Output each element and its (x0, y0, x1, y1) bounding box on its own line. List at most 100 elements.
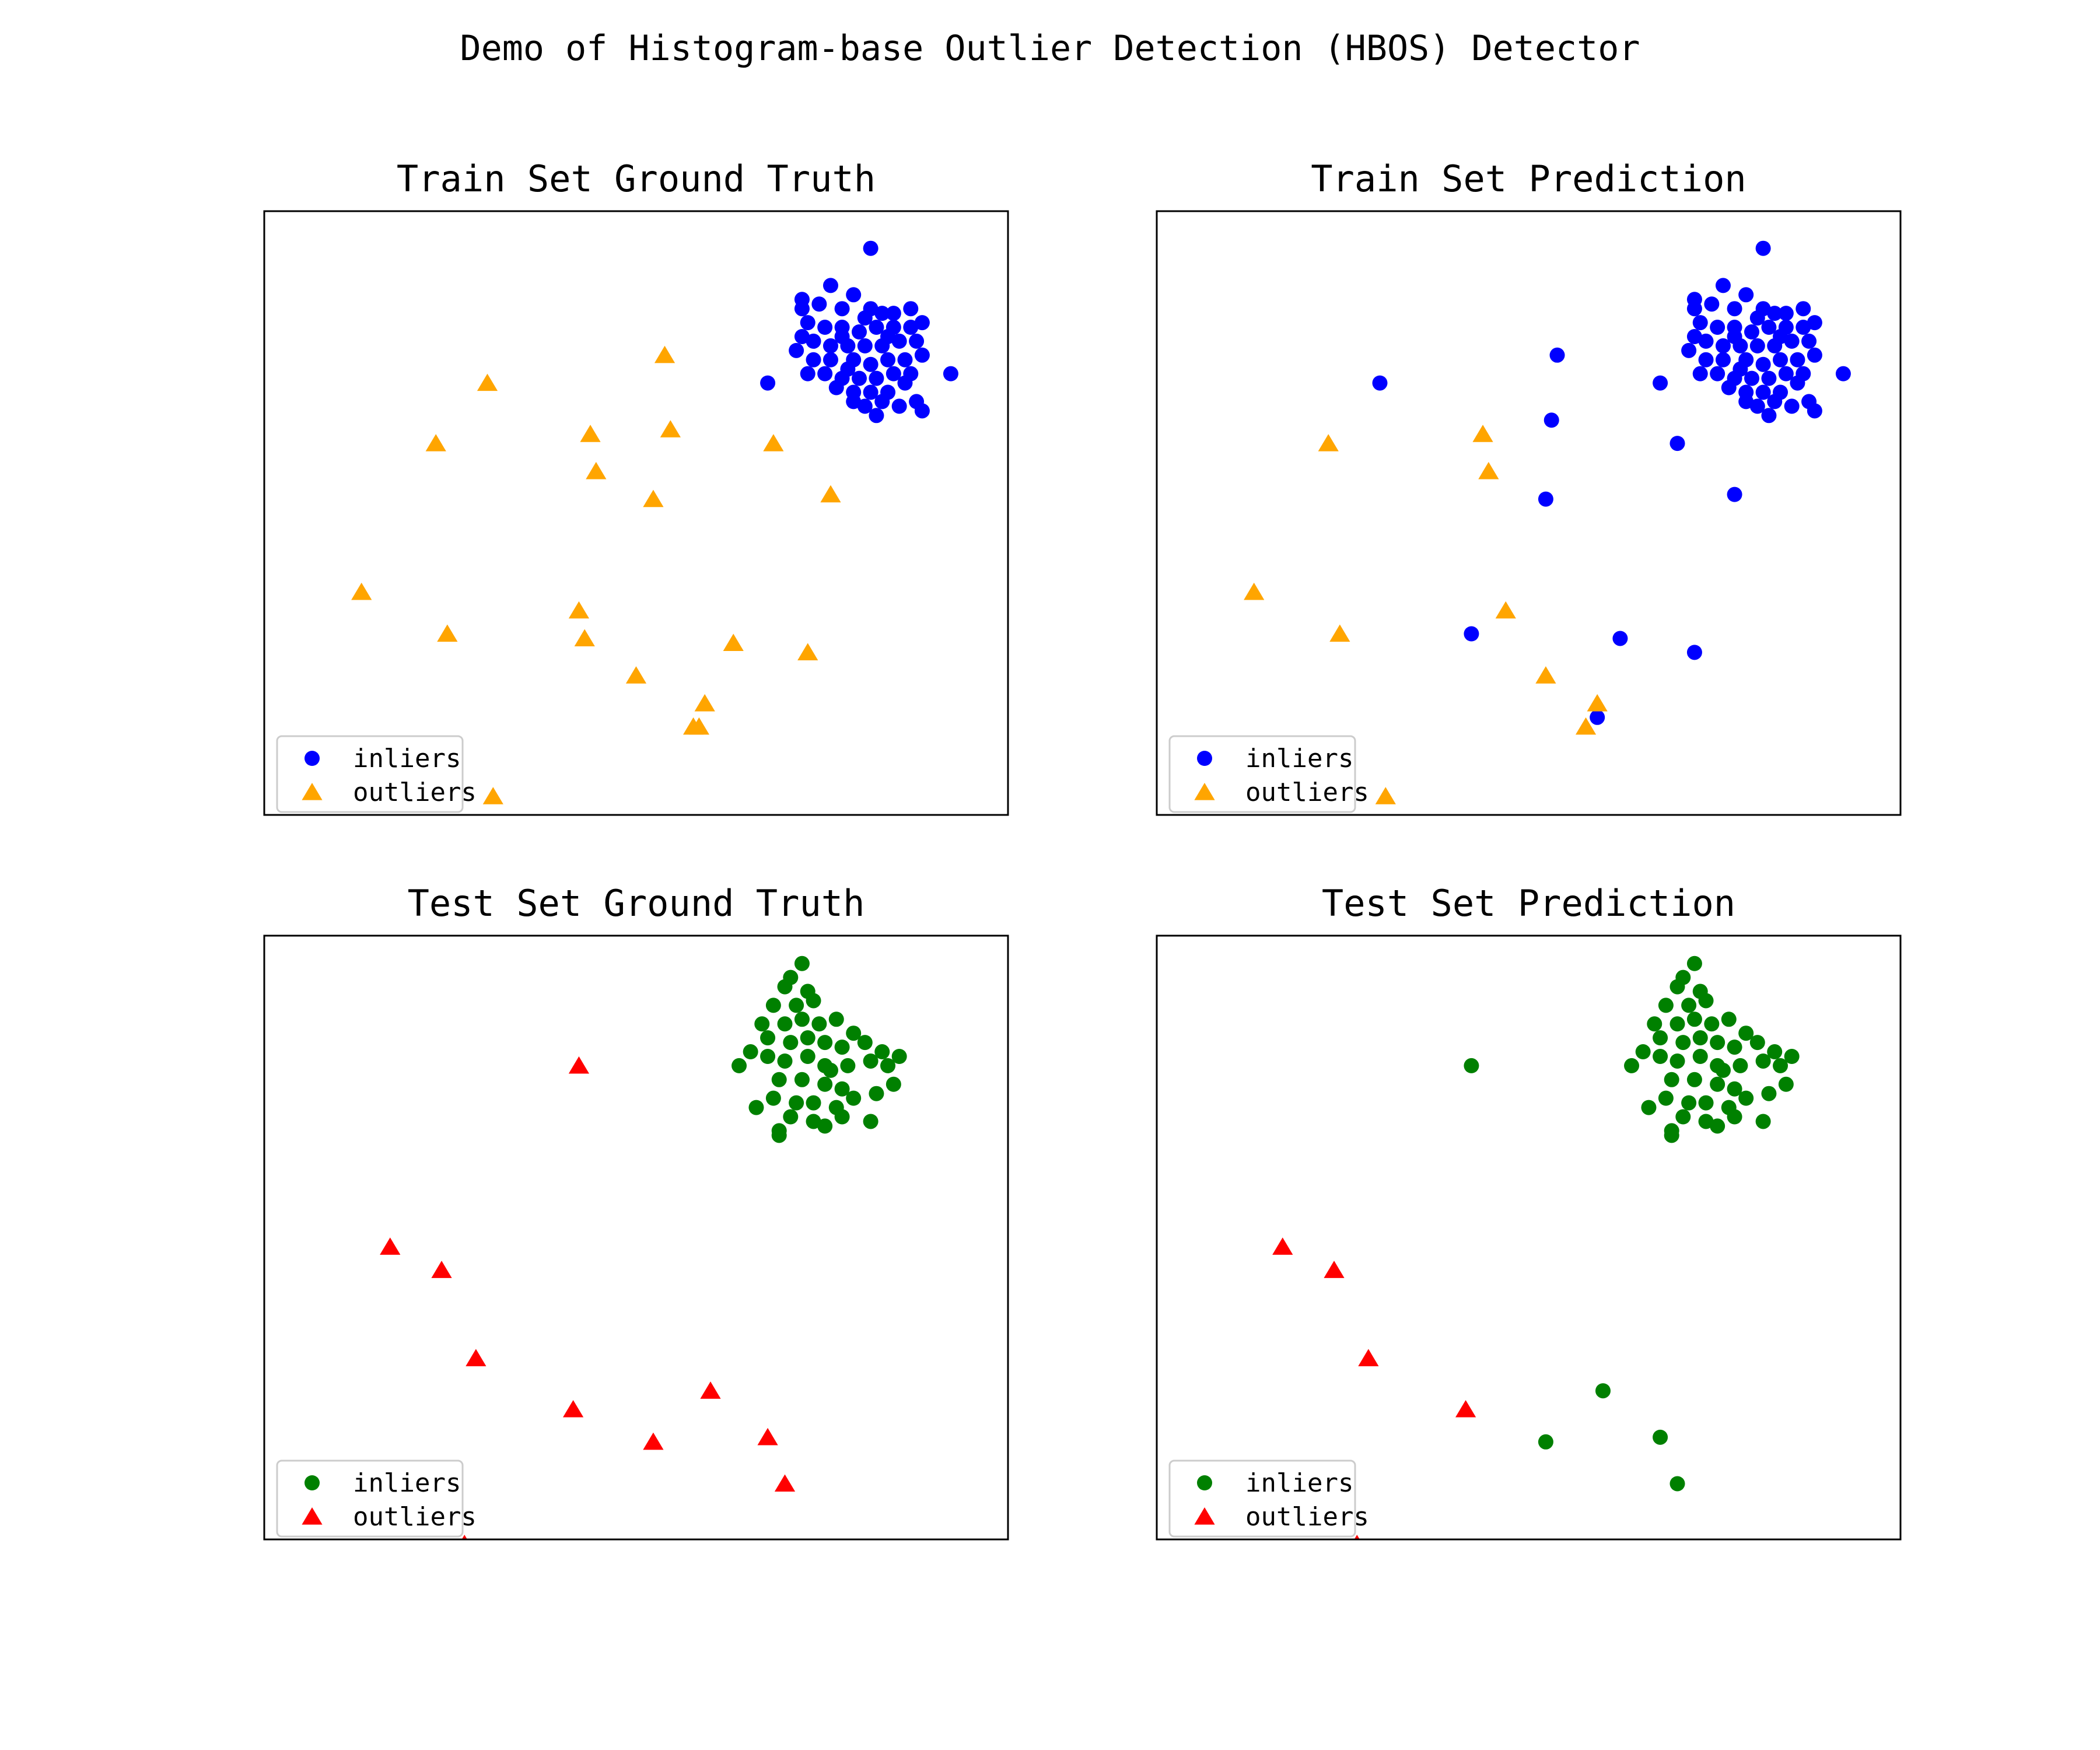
inliers-point (1778, 1076, 1794, 1092)
inliers-point (1773, 328, 1788, 344)
inliers-point (777, 1053, 793, 1069)
legend-label-outliers: outliers (1245, 778, 1369, 807)
inliers-point (1796, 320, 1811, 335)
inliers-point (822, 278, 838, 293)
outliers-point (688, 717, 709, 735)
points-layer (1244, 240, 1851, 804)
inliers-point (794, 1012, 810, 1027)
inliers-point (1658, 1090, 1674, 1106)
inliers-point (732, 1058, 747, 1073)
panel-2: inliers outliers (1156, 210, 1902, 816)
inliers-point (1544, 412, 1559, 428)
legend-label-inliers: inliers (1245, 744, 1353, 774)
inliers-point (846, 1090, 862, 1106)
axes-frame (263, 210, 1009, 816)
inliers-point (794, 1072, 810, 1087)
inliers-point (1767, 394, 1783, 410)
inliers-point (1686, 645, 1702, 660)
outliers-point (1478, 461, 1499, 480)
inliers-point (1664, 1072, 1679, 1087)
inliers-point (1778, 366, 1794, 382)
inliers-point (817, 320, 833, 335)
inliers-point (1784, 398, 1800, 414)
inliers-point (1727, 301, 1742, 317)
inliers-point (817, 1076, 833, 1092)
legend: inliers outliers (276, 1460, 477, 1538)
inliers-point (1692, 366, 1708, 382)
outliers-point (643, 489, 664, 508)
inliers-point (1715, 338, 1731, 354)
inliers-point (783, 1109, 799, 1125)
inliers-point (857, 310, 873, 326)
inliers-point (1715, 1062, 1731, 1078)
outliers-point (380, 1237, 401, 1255)
inliers-point (891, 398, 907, 414)
inliers-point (1755, 1053, 1771, 1069)
inliers-point (863, 1114, 878, 1129)
inliers-point (1647, 1016, 1662, 1032)
inliers-point (880, 328, 896, 344)
inliers-point (1738, 287, 1754, 303)
inliers-point (811, 1016, 827, 1032)
inliers-point (817, 366, 833, 382)
inliers-point (1692, 1030, 1708, 1046)
inliers-point (1738, 1090, 1754, 1106)
inliers-point (1761, 1086, 1777, 1101)
inliers-point (869, 1086, 884, 1101)
inliers-point (822, 338, 838, 354)
inliers-point (1761, 408, 1777, 424)
inliers-point (1670, 436, 1685, 452)
outliers-point (568, 601, 590, 619)
inliers-point (743, 1044, 758, 1060)
inliers-point (1653, 375, 1668, 391)
legend-marker-inliers (1197, 751, 1212, 766)
inliers-point (1590, 709, 1605, 725)
points-layer (351, 240, 958, 804)
inliers-point (1727, 487, 1742, 502)
inliers-point (1727, 1109, 1742, 1125)
inliers-point (1710, 1118, 1726, 1134)
inliers-point (1749, 398, 1765, 414)
inliers-point (846, 1026, 862, 1041)
inliers-point (1727, 328, 1742, 344)
inliers-point (897, 352, 913, 368)
inliers-point (771, 1128, 787, 1143)
inliers-point (1710, 320, 1726, 335)
inliers-point (1784, 333, 1800, 349)
inliers-point (852, 324, 867, 340)
inliers-point (794, 328, 810, 344)
inliers-point (817, 1118, 833, 1134)
panel-3: inliers outliers (263, 935, 1009, 1541)
inliers-point (1749, 338, 1765, 354)
panel-title-train-ground-truth: Train Set Ground Truth (396, 158, 876, 200)
inliers-point (1738, 394, 1754, 410)
inliers-point (886, 1076, 901, 1092)
inliers-point (1675, 970, 1691, 985)
inliers-point (1732, 1058, 1748, 1073)
legend-marker-outliers (302, 783, 323, 800)
inliers-point (1710, 1076, 1726, 1092)
legend-label-inliers: inliers (353, 1468, 461, 1498)
outliers-point (1318, 434, 1339, 452)
inliers-point (794, 956, 810, 971)
inliers-point (1749, 310, 1765, 326)
inliers-point (765, 998, 781, 1013)
outliers-point (1472, 425, 1493, 442)
legend-marker-outliers (1194, 1507, 1215, 1525)
inliers-point (1681, 1095, 1697, 1111)
outliers-point (351, 582, 372, 600)
inliers-point (1670, 1476, 1685, 1492)
inliers-point (1755, 384, 1771, 400)
inliers-point (840, 361, 856, 377)
legend-box (276, 735, 464, 813)
legend-marker-inliers (304, 1475, 320, 1490)
inliers-point (1727, 1040, 1742, 1055)
inliers-point (886, 366, 901, 382)
panel-title-test-prediction: Test Set Prediction (1321, 882, 1736, 925)
legend-label-outliers: outliers (353, 1502, 477, 1532)
outliers-point (1535, 666, 1556, 684)
inliers-point (822, 1062, 838, 1078)
inliers-point (846, 287, 862, 303)
points-layer (380, 956, 907, 1539)
inliers-point (1715, 278, 1731, 293)
